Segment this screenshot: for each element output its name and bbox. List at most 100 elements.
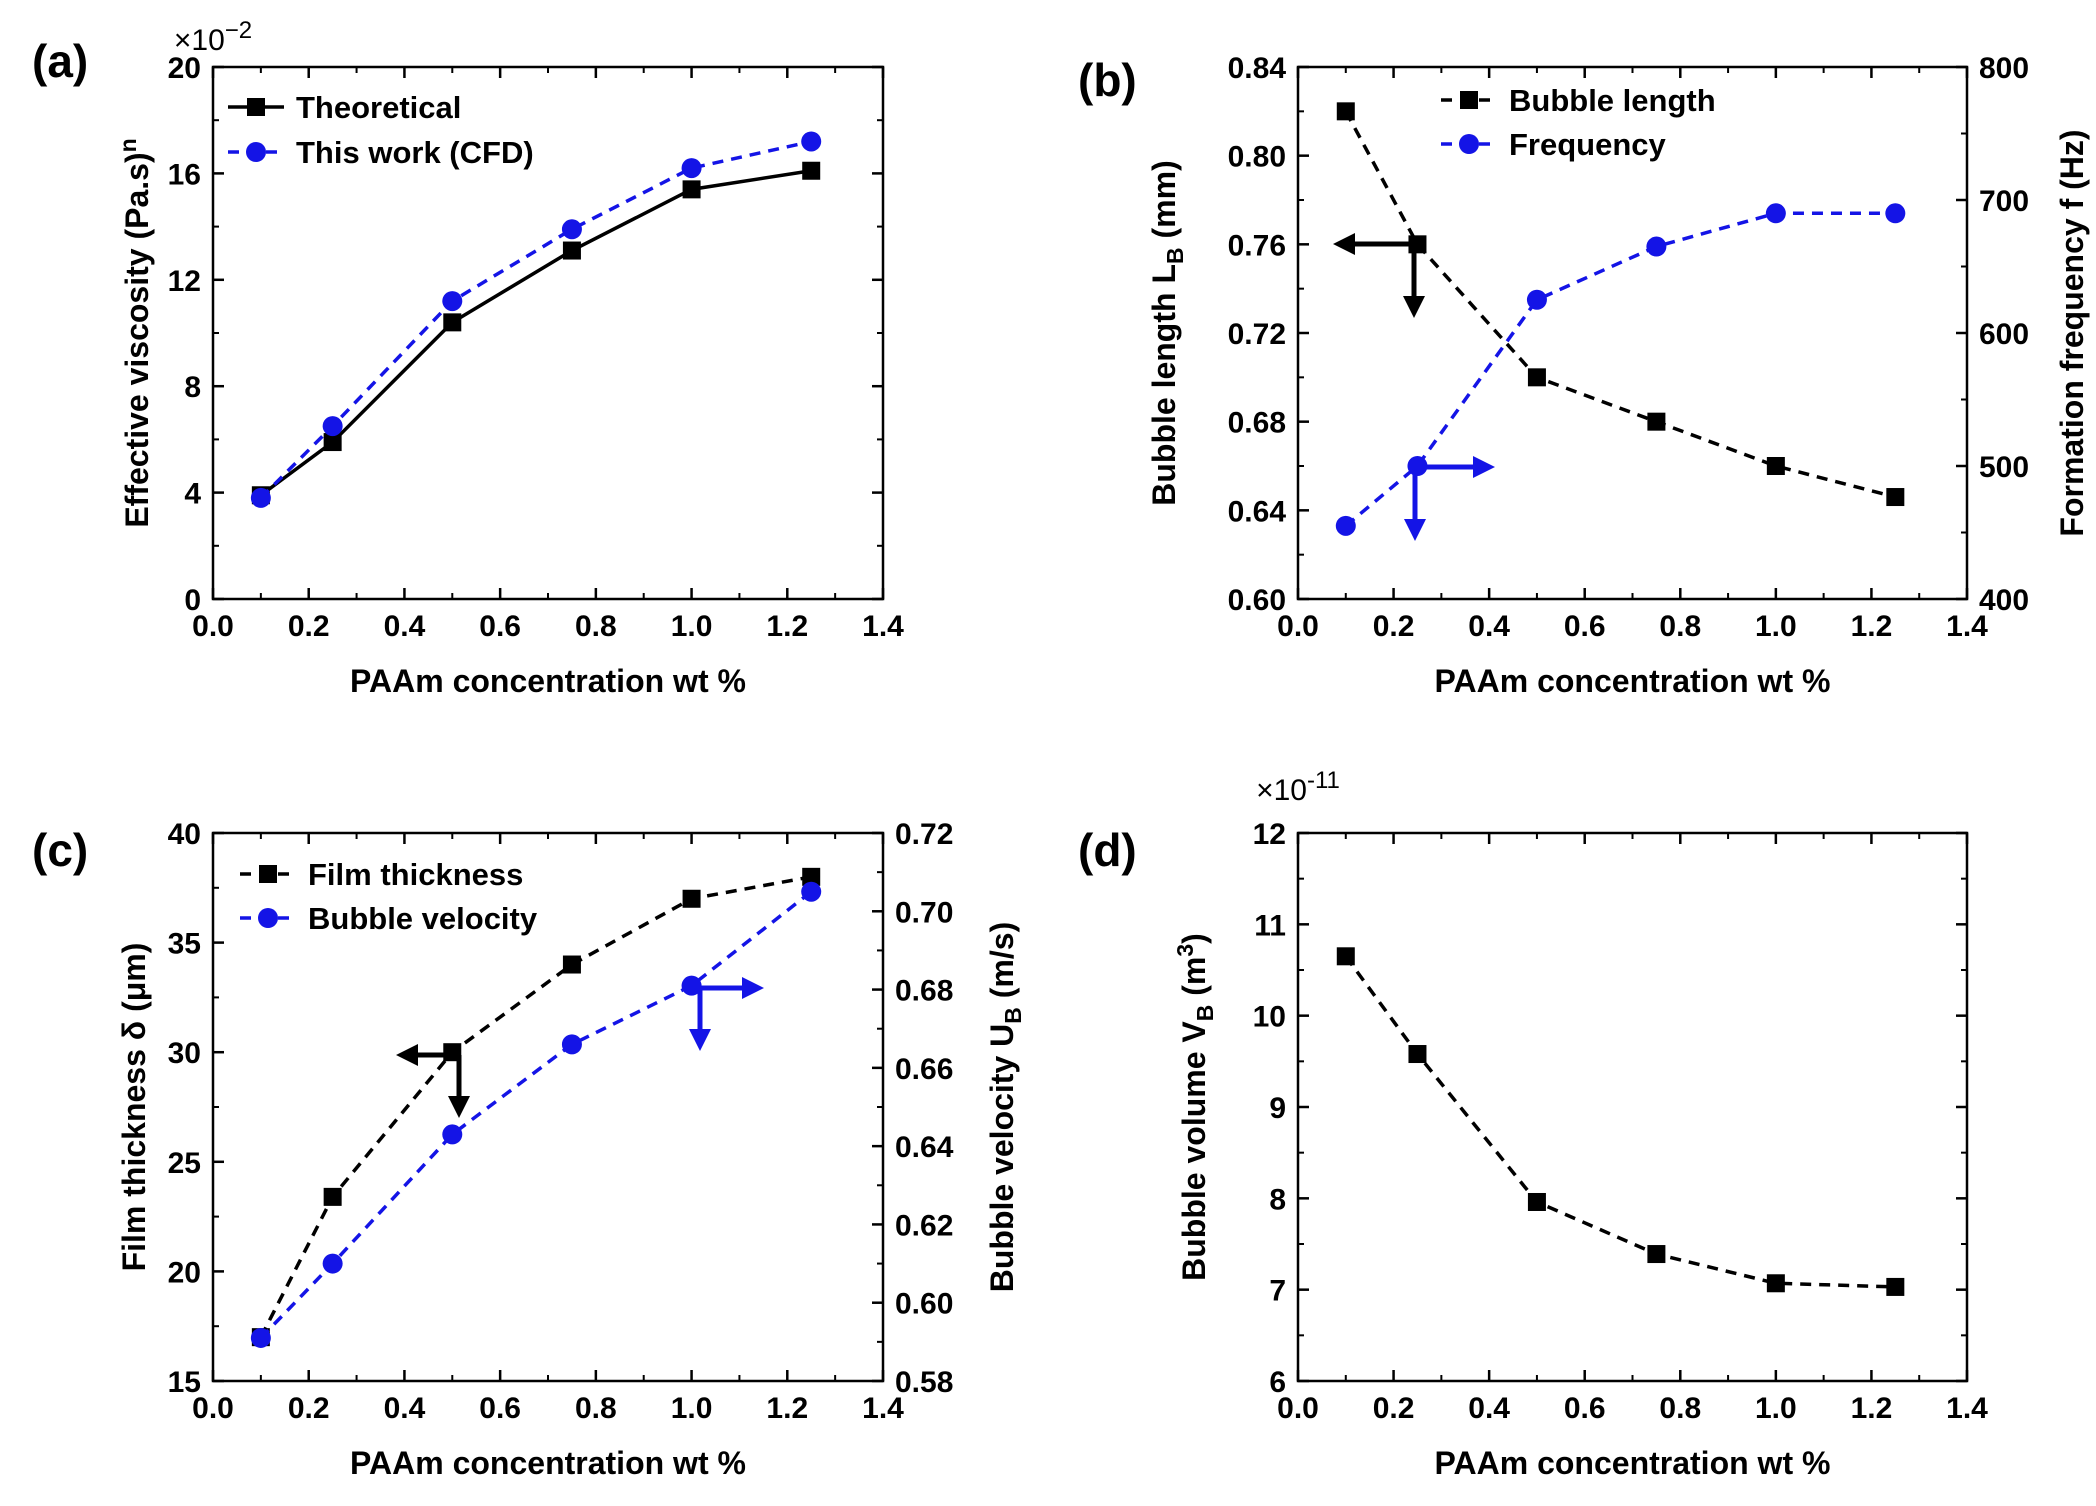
legend-label: Bubble length [1509,83,1716,118]
x-tick-label: 1.4 [1946,1392,1988,1425]
y-tick-label: 8 [1269,1183,1286,1216]
arrow-down-blue [689,988,711,1051]
x-tick-label: 0.2 [288,610,330,643]
panel-label-b: (b) [1078,54,1137,106]
x-tick-label: 1.2 [1851,610,1893,643]
y-tick-label: 20 [168,1256,201,1289]
y-tick-label: 40 [168,818,201,851]
y-tick-label: 20 [168,52,201,85]
axis-multiplier: ×10−2 [174,17,252,57]
data-point [442,291,463,312]
data-point [323,1187,342,1206]
y2-tick-label: 0.70 [895,896,953,929]
y2-tick-label: 600 [1979,318,2029,351]
data-point [250,487,271,508]
series-film-thickness [251,867,821,1347]
x-tick-label: 0.0 [1277,1392,1319,1425]
x-tick-label: 0.0 [192,610,234,643]
y-tick-label: 11 [1254,909,1286,942]
legend-marker [1460,91,1478,109]
legend-entry: Bubble velocity [240,901,538,936]
x-tick-label: 0.6 [1564,1392,1606,1425]
data-point [323,433,342,452]
axis-multiplier: ×10-11 [1256,767,1340,807]
x-tick-label: 0.2 [288,1392,330,1425]
data-point [1336,102,1355,121]
data-point [561,1034,582,1055]
data-point [681,158,702,179]
series-frequency [1335,203,1906,536]
series-bubble-velocity [250,881,822,1348]
x-tick-label: 0.2 [1373,610,1415,643]
x-tick-label: 0.8 [575,610,617,643]
data-point [1765,203,1786,224]
y-tick-label: 0.84 [1228,52,1287,85]
data-point [322,416,343,437]
arrow-left-axis [1333,233,1414,255]
data-point [443,313,462,332]
x-tick-label: 1.4 [1946,610,1988,643]
y2-tick-label: 700 [1979,185,2029,218]
legend-label: This work (CFD) [296,135,534,170]
y-tick-label: 10 [1253,1001,1286,1034]
legend-label: Frequency [1509,127,1667,162]
y-axis-label: Bubble volume VB (m3) [1172,933,1218,1281]
arrow-right-axis [1415,456,1495,478]
data-point [1408,1045,1427,1064]
y-tick-label: 9 [1269,1092,1286,1125]
x-tick-label: 1.0 [1755,1392,1797,1425]
arrow-left-axis [396,1044,459,1066]
legend-label: Theoretical [296,90,461,125]
panel-b: (b) 0.0 0.2 0.4 0.6 0.8 1.0 1.2 1.4 0.60 0.64 0.68… [1078,52,2090,699]
x-tick-label: 0.0 [192,1392,234,1425]
data-point [1886,1277,1905,1296]
data-point [562,241,581,260]
y-tick-label: 12 [168,265,201,298]
data-point [442,1124,463,1145]
y2-tick-label: 0.60 [895,1288,953,1321]
panel-label-a: (a) [32,35,88,87]
x-tick-label: 1.0 [1755,610,1797,643]
y-tick-label: 7 [1269,1275,1286,1308]
y-tick-label: 0.68 [1228,407,1286,440]
legend-label: Bubble velocity [308,901,538,936]
panel-label-d: (d) [1078,824,1137,876]
x-tick-label: 0.6 [479,1392,521,1425]
y-axis-label: Effective viscosity (Pa.s)n [115,138,155,527]
y-tick-label: 0.72 [1228,318,1286,351]
panel-c: (c) 0.0 0.2 0.4 0.6 0.8 1.0 1.2 1.4 15 20 25 30 35 40… [32,818,1026,1481]
data-point [250,1327,271,1348]
legend-marker [247,98,265,116]
y-tick-label: 0.76 [1228,229,1286,262]
legend-entry: This work (CFD) [228,135,534,170]
legend-entry: Film thickness [240,857,523,892]
y-tick-label: 0.60 [1228,584,1286,617]
y-axis-label: Bubble length LB (mm) [1146,160,1188,505]
x-axis-label: PAAm concentration wt % [1435,1445,1831,1481]
legend-entry: Bubble length [1441,83,1716,118]
data-point [682,180,701,199]
y2-tick-label: 0.58 [895,1366,953,1399]
data-point [681,975,702,996]
series-line [1344,211,1896,528]
series-line [1344,110,1896,499]
data-point [1527,368,1546,387]
y2-axis-label: Formation frequency f (Hz) [2054,129,2090,536]
x-axis-label: PAAm concentration wt % [350,1445,746,1481]
data-point [1766,457,1785,475]
y2-tick-label: 400 [1979,584,2029,617]
x-tick-label: 0.0 [1277,610,1319,643]
y-tick-label: 25 [168,1147,201,1180]
y-tick-label: 0 [184,584,201,617]
data-point [801,881,822,902]
panel-d: (d) 0.0 0.2 0.4 0.6 0.8 1.0 1.2 1.4 6 7 8 9 10 11 12 PA… [1078,767,1988,1481]
x-tick-label: 1.2 [766,1392,808,1425]
x-axis-label: PAAm concentration wt % [350,663,746,699]
data-point [561,219,582,240]
x-axis-label: PAAm concentration wt % [1435,663,1831,699]
y2-tick-label: 0.68 [895,975,953,1008]
data-point [322,1253,343,1274]
y-tick-label: 35 [168,928,201,961]
legend-entry: Frequency [1441,127,1667,162]
y-tick-label: 6 [1269,1366,1286,1399]
